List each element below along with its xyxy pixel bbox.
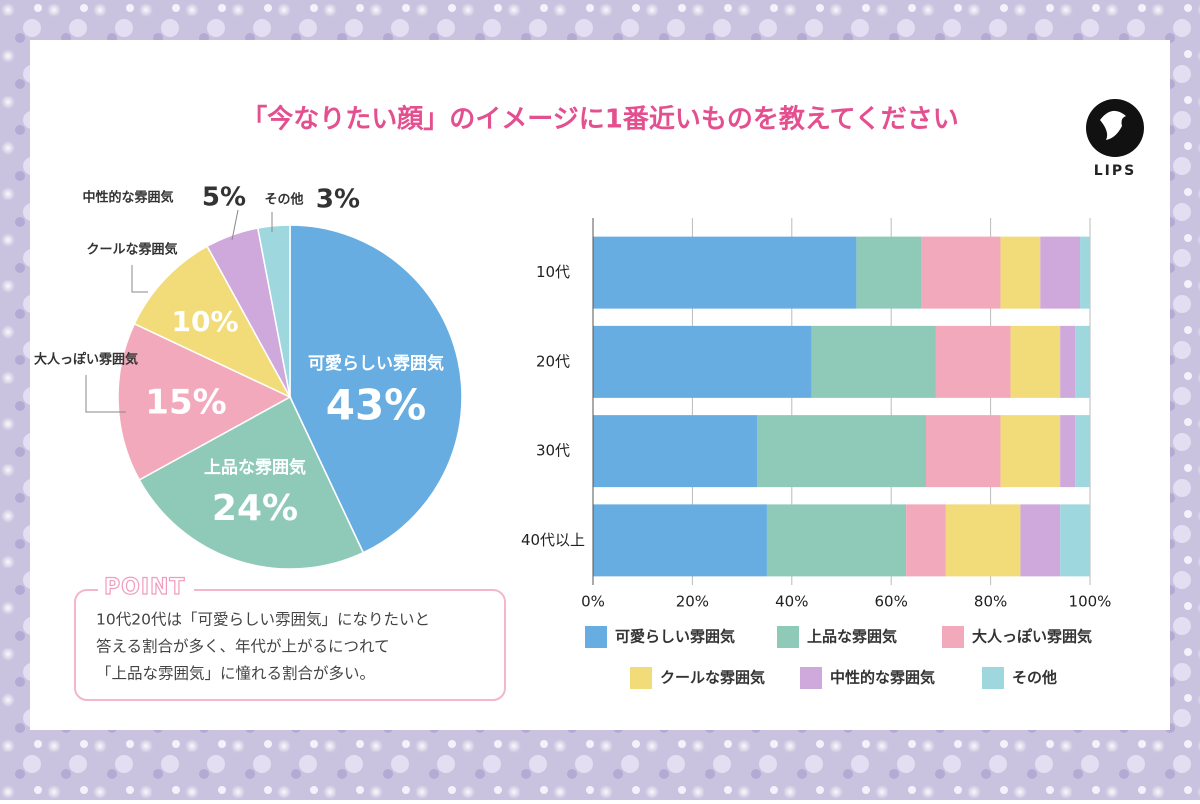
bar-segment (766, 504, 907, 577)
legend-label: 上品な雰囲気 (807, 628, 897, 646)
legend-swatch (982, 667, 1004, 689)
slice-name: 可愛らしい雰囲気 (308, 353, 444, 374)
logo: LIPS (1086, 99, 1144, 179)
x-tick-label: 60% (875, 593, 908, 611)
bar-segment (1020, 504, 1061, 577)
bar-segment (906, 504, 946, 577)
bar-segment (593, 504, 767, 577)
bar-segment (1010, 325, 1061, 398)
bar-segment (1075, 415, 1090, 488)
bar-segment (593, 236, 857, 309)
legend-swatch (800, 667, 822, 689)
bar-segment (593, 325, 812, 398)
bar-segment (921, 236, 1001, 309)
bar-segment (1000, 415, 1061, 488)
legend-label: クールな雰囲気 (660, 669, 765, 687)
slice-value: 5% (202, 183, 246, 213)
pie-slice (138, 395, 365, 570)
slice-value: 43% (326, 381, 427, 430)
slice-value: 24% (212, 488, 298, 529)
legend-label: 可愛らしい雰囲気 (615, 628, 735, 646)
bar-segment (1060, 325, 1076, 398)
slice-value: 3% (316, 185, 360, 215)
y-tick-label: 40代以上 (521, 531, 585, 549)
slice-value: 10% (171, 305, 238, 338)
point-line: 「上品な雰囲気」に憧れる割合が多い。 (96, 665, 375, 683)
point-line: 答える割合が多く、年代が上がるにつれて (96, 638, 390, 656)
callout-line (231, 209, 239, 241)
bar-segment (1040, 236, 1081, 309)
bar-segment (1060, 415, 1076, 488)
bar-segment (925, 415, 1001, 488)
x-tick-label: 20% (676, 593, 709, 611)
legend-swatch (585, 626, 607, 648)
y-tick-label: 10代 (536, 263, 570, 281)
title: 「今なりたい顔」のイメージに1番近いものを教えてください (241, 104, 959, 135)
bar-segment (593, 415, 758, 488)
x-tick-label: 80% (974, 593, 1007, 611)
x-tick-label: 100% (1069, 593, 1112, 611)
point-heading-bg (98, 576, 194, 600)
point-line: 10代20代は「可愛らしい雰囲気」になりたいと (96, 611, 430, 629)
bar-segment (1000, 236, 1041, 309)
callout-line (85, 375, 126, 413)
point-heading: POINT (104, 575, 185, 600)
legend-label: 大人っぽい雰囲気 (972, 628, 1092, 646)
logo-mark (1100, 110, 1126, 140)
pie-slice (256, 224, 291, 398)
bar-segment (757, 415, 926, 488)
y-tick-label: 20代 (536, 352, 570, 370)
x-tick-label: 0% (581, 593, 605, 611)
slice-name: 上品な雰囲気 (204, 457, 306, 478)
legend-swatch (630, 667, 652, 689)
legend-label: 中性的な雰囲気 (830, 669, 935, 687)
slice-name: 中性的な雰囲気 (82, 190, 173, 206)
bar-segment (935, 325, 1011, 398)
pie-slice (117, 322, 292, 481)
slice-name: その他 (264, 192, 303, 208)
pie-slice (133, 245, 292, 399)
slice-name: 大人っぽい雰囲気 (34, 352, 138, 368)
legend-swatch (777, 626, 799, 648)
legend-swatch (942, 626, 964, 648)
bar-segment (1060, 504, 1090, 577)
logo-text: LIPS (1094, 163, 1136, 179)
slice-value: 15% (145, 383, 226, 423)
x-tick-label: 40% (775, 593, 808, 611)
slice-name: クールな雰囲気 (86, 242, 177, 258)
bar-segment (945, 504, 1021, 577)
bar-segment (1075, 325, 1090, 398)
pie-slice (289, 224, 463, 554)
bar-segment (856, 236, 922, 309)
legend-label: その他 (1012, 669, 1057, 687)
point-box (74, 589, 506, 701)
callout-line (131, 265, 148, 293)
y-tick-label: 30代 (536, 442, 570, 460)
bar-segment (1080, 236, 1090, 309)
bar-segment (811, 325, 936, 398)
